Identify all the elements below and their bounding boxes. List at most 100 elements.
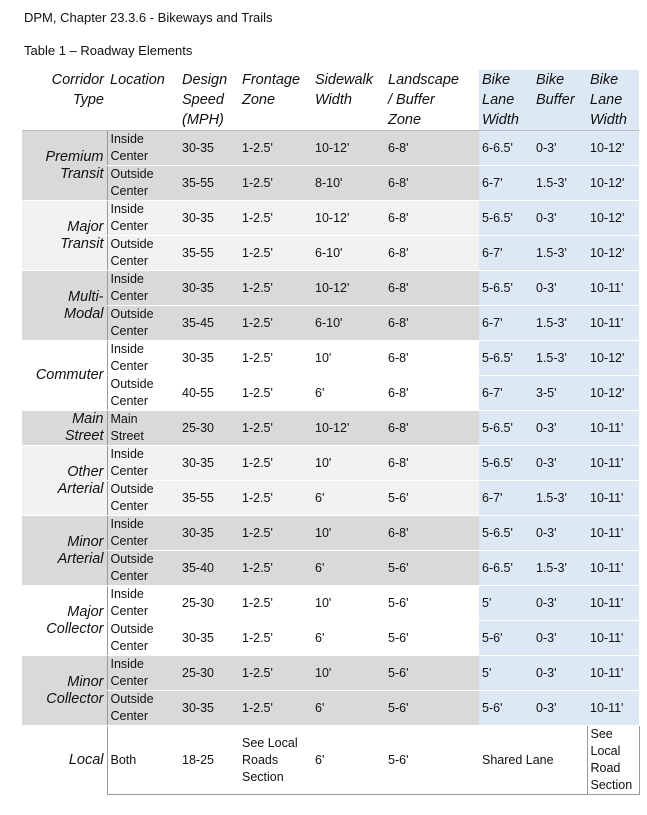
sidewalk-width-cell: 6' xyxy=(312,690,385,726)
bike-buffer-cell: 0-3' xyxy=(533,200,587,236)
table-row: Outside Center 35-40 1-2.5' 6' 5-6' 6-6.5' 1.5-… xyxy=(22,550,639,586)
page-header: DPM, Chapter 23.3.6 - Bikeways and Trail… xyxy=(24,10,273,25)
bike-lane-width-cell: 5-6.5' xyxy=(479,410,533,446)
frontage-zone-cell: 1-2.5' xyxy=(239,655,312,691)
bike-buffer-cell: 1.5-3' xyxy=(533,305,587,341)
corridor-type-cell: Commuter xyxy=(22,340,107,411)
table-body: Premium Transit Inside Center 30-35 1-2.5' 10-… xyxy=(22,130,640,795)
table-title: Table 1 – Roadway Elements xyxy=(24,43,193,58)
lane-width-cell: 10-12' xyxy=(587,130,639,166)
landscape-buffer-cell: 5-6' xyxy=(385,725,479,795)
frontage-zone-cell: 1-2.5' xyxy=(239,445,312,481)
table-row: Minor Arterial Inside Center 30-35 1-2.5' 10' 6… xyxy=(22,515,639,586)
bike-lane-width-cell: 5-6' xyxy=(479,690,533,726)
landscape-buffer-cell: 5-6' xyxy=(385,655,479,691)
design-speed-cell: 40-55 xyxy=(179,375,239,411)
bike-lane-width-cell: 6-7' xyxy=(479,235,533,271)
table-row: Multi- Modal Inside Center 30-35 1-2.5' 10-12'… xyxy=(22,270,639,341)
bike-buffer-cell: 0-3' xyxy=(533,130,587,166)
sidewalk-width-cell: 10-12' xyxy=(312,200,385,236)
table-row: Main Street Main Street 25-30 1-2.5' 10-12' 6-8… xyxy=(22,410,639,446)
design-speed-cell: 30-35 xyxy=(179,270,239,306)
frontage-zone-cell: 1-2.5' xyxy=(239,585,312,621)
bike-buffer-cell: 1.5-3' xyxy=(533,480,587,516)
frontage-zone-cell: See Local Roads Section xyxy=(239,725,312,795)
corridor-type-cell: Major Collector xyxy=(22,585,107,656)
sidewalk-width-cell: 6' xyxy=(312,480,385,516)
lane-width-cell: 10-12' xyxy=(587,235,639,271)
design-speed-cell: 35-55 xyxy=(179,235,239,271)
design-speed-cell: 30-35 xyxy=(179,445,239,481)
design-speed-cell: 30-35 xyxy=(179,130,239,166)
lane-width-cell: 10-11' xyxy=(587,515,639,551)
sidewalk-width-cell: 6-10' xyxy=(312,305,385,341)
lane-width-cell: 10-11' xyxy=(587,620,639,656)
lane-width-cell: 10-11' xyxy=(587,585,639,621)
lane-width-cell: 10-12' xyxy=(587,200,639,236)
location-cell: Outside Center xyxy=(106,165,179,201)
table-header-row: Corridor Type Location Design Speed (MPH) F… xyxy=(22,70,639,131)
bike-lane-width-cell: 5-6.5' xyxy=(479,200,533,236)
corridor-type-cell: Local xyxy=(22,725,107,795)
col-landscape-buffer: Landscape / Buffer Zone xyxy=(385,70,479,131)
bike-buffer-cell: 1.5-3' xyxy=(533,235,587,271)
landscape-buffer-cell: 6-8' xyxy=(385,410,479,446)
shared-lane-cell: Shared Lane xyxy=(479,725,587,795)
frontage-zone-cell: 1-2.5' xyxy=(239,550,312,586)
bike-buffer-cell: 0-3' xyxy=(533,270,587,306)
sidewalk-width-cell: 10' xyxy=(312,445,385,481)
landscape-buffer-cell: 6-8' xyxy=(385,235,479,271)
location-cell: Outside Center xyxy=(106,690,179,726)
location-cell: Inside Center xyxy=(106,340,179,376)
bike-lane-width-cell: 5-6' xyxy=(479,620,533,656)
design-speed-cell: 25-30 xyxy=(179,410,239,446)
table-row: Outside Center 40-55 1-2.5' 6' 6-8' 6-7' 3-5' 10… xyxy=(22,375,639,411)
bike-buffer-cell: 0-3' xyxy=(533,690,587,726)
design-speed-cell: 35-45 xyxy=(179,305,239,341)
bike-buffer-cell: 0-3' xyxy=(533,445,587,481)
landscape-buffer-cell: 6-8' xyxy=(385,305,479,341)
table-row: Outside Center 35-55 1-2.5' 6' 5-6' 6-7' 1.5-3'… xyxy=(22,480,639,516)
design-speed-cell: 35-55 xyxy=(179,480,239,516)
lane-width-cell: 10-11' xyxy=(587,305,639,341)
table-row-local: Local Both 18-25 See Local Roads Section 6' 5-6… xyxy=(22,725,640,795)
table-row: Commuter Inside Center 30-35 1-2.5' 10' 6-8' 5-… xyxy=(22,340,639,411)
table-row: Major Collector Inside Center 25-30 1-2.5' 10'… xyxy=(22,585,639,656)
landscape-buffer-cell: 6-8' xyxy=(385,375,479,411)
landscape-buffer-cell: 6-8' xyxy=(385,270,479,306)
col-corridor-type: Corridor Type xyxy=(22,70,107,131)
lane-width-cell: See Local Road Section xyxy=(586,725,640,795)
table-row: Major Transit Inside Center 30-35 1-2.5' 10-12… xyxy=(22,200,639,271)
design-speed-cell: 35-55 xyxy=(179,165,239,201)
design-speed-cell: 25-30 xyxy=(179,585,239,621)
frontage-zone-cell: 1-2.5' xyxy=(239,410,312,446)
bike-lane-width-cell: 6-7' xyxy=(479,480,533,516)
sidewalk-width-cell: 10-12' xyxy=(312,410,385,446)
sidewalk-width-cell: 6' xyxy=(312,725,385,795)
location-cell: Inside Center xyxy=(106,200,179,236)
frontage-zone-cell: 1-2.5' xyxy=(239,375,312,411)
table-row: Outside Center 35-45 1-2.5' 6-10' 6-8' 6-7' 1.5… xyxy=(22,305,639,341)
frontage-zone-cell: 1-2.5' xyxy=(239,515,312,551)
location-cell: Inside Center xyxy=(106,655,179,691)
sidewalk-width-cell: 6' xyxy=(312,375,385,411)
landscape-buffer-cell: 6-8' xyxy=(385,165,479,201)
corridor-type-cell: Other Arterial xyxy=(22,445,107,516)
table-row: Outside Center 30-35 1-2.5' 6' 5-6' 5-6' 0-3' 10… xyxy=(22,620,639,656)
bike-buffer-cell: 3-5' xyxy=(533,375,587,411)
design-speed-cell: 35-40 xyxy=(179,550,239,586)
bike-buffer-cell: 0-3' xyxy=(533,585,587,621)
sidewalk-width-cell: 10' xyxy=(312,515,385,551)
corridor-type-cell: Premium Transit xyxy=(22,130,107,201)
sidewalk-width-cell: 10' xyxy=(312,340,385,376)
landscape-buffer-cell: 5-6' xyxy=(385,620,479,656)
lane-width-cell: 10-11' xyxy=(587,690,639,726)
bike-lane-width-cell: 6-6.5' xyxy=(479,550,533,586)
corridor-type-cell: Main Street xyxy=(22,410,107,446)
table-row: Outside Center 35-55 1-2.5' 6-10' 6-8' 6-7' 1.5… xyxy=(22,235,639,271)
design-speed-cell: 30-35 xyxy=(179,200,239,236)
col-location: Location xyxy=(107,70,179,131)
lane-width-cell: 10-12' xyxy=(587,375,639,411)
bike-buffer-cell: 0-3' xyxy=(533,620,587,656)
